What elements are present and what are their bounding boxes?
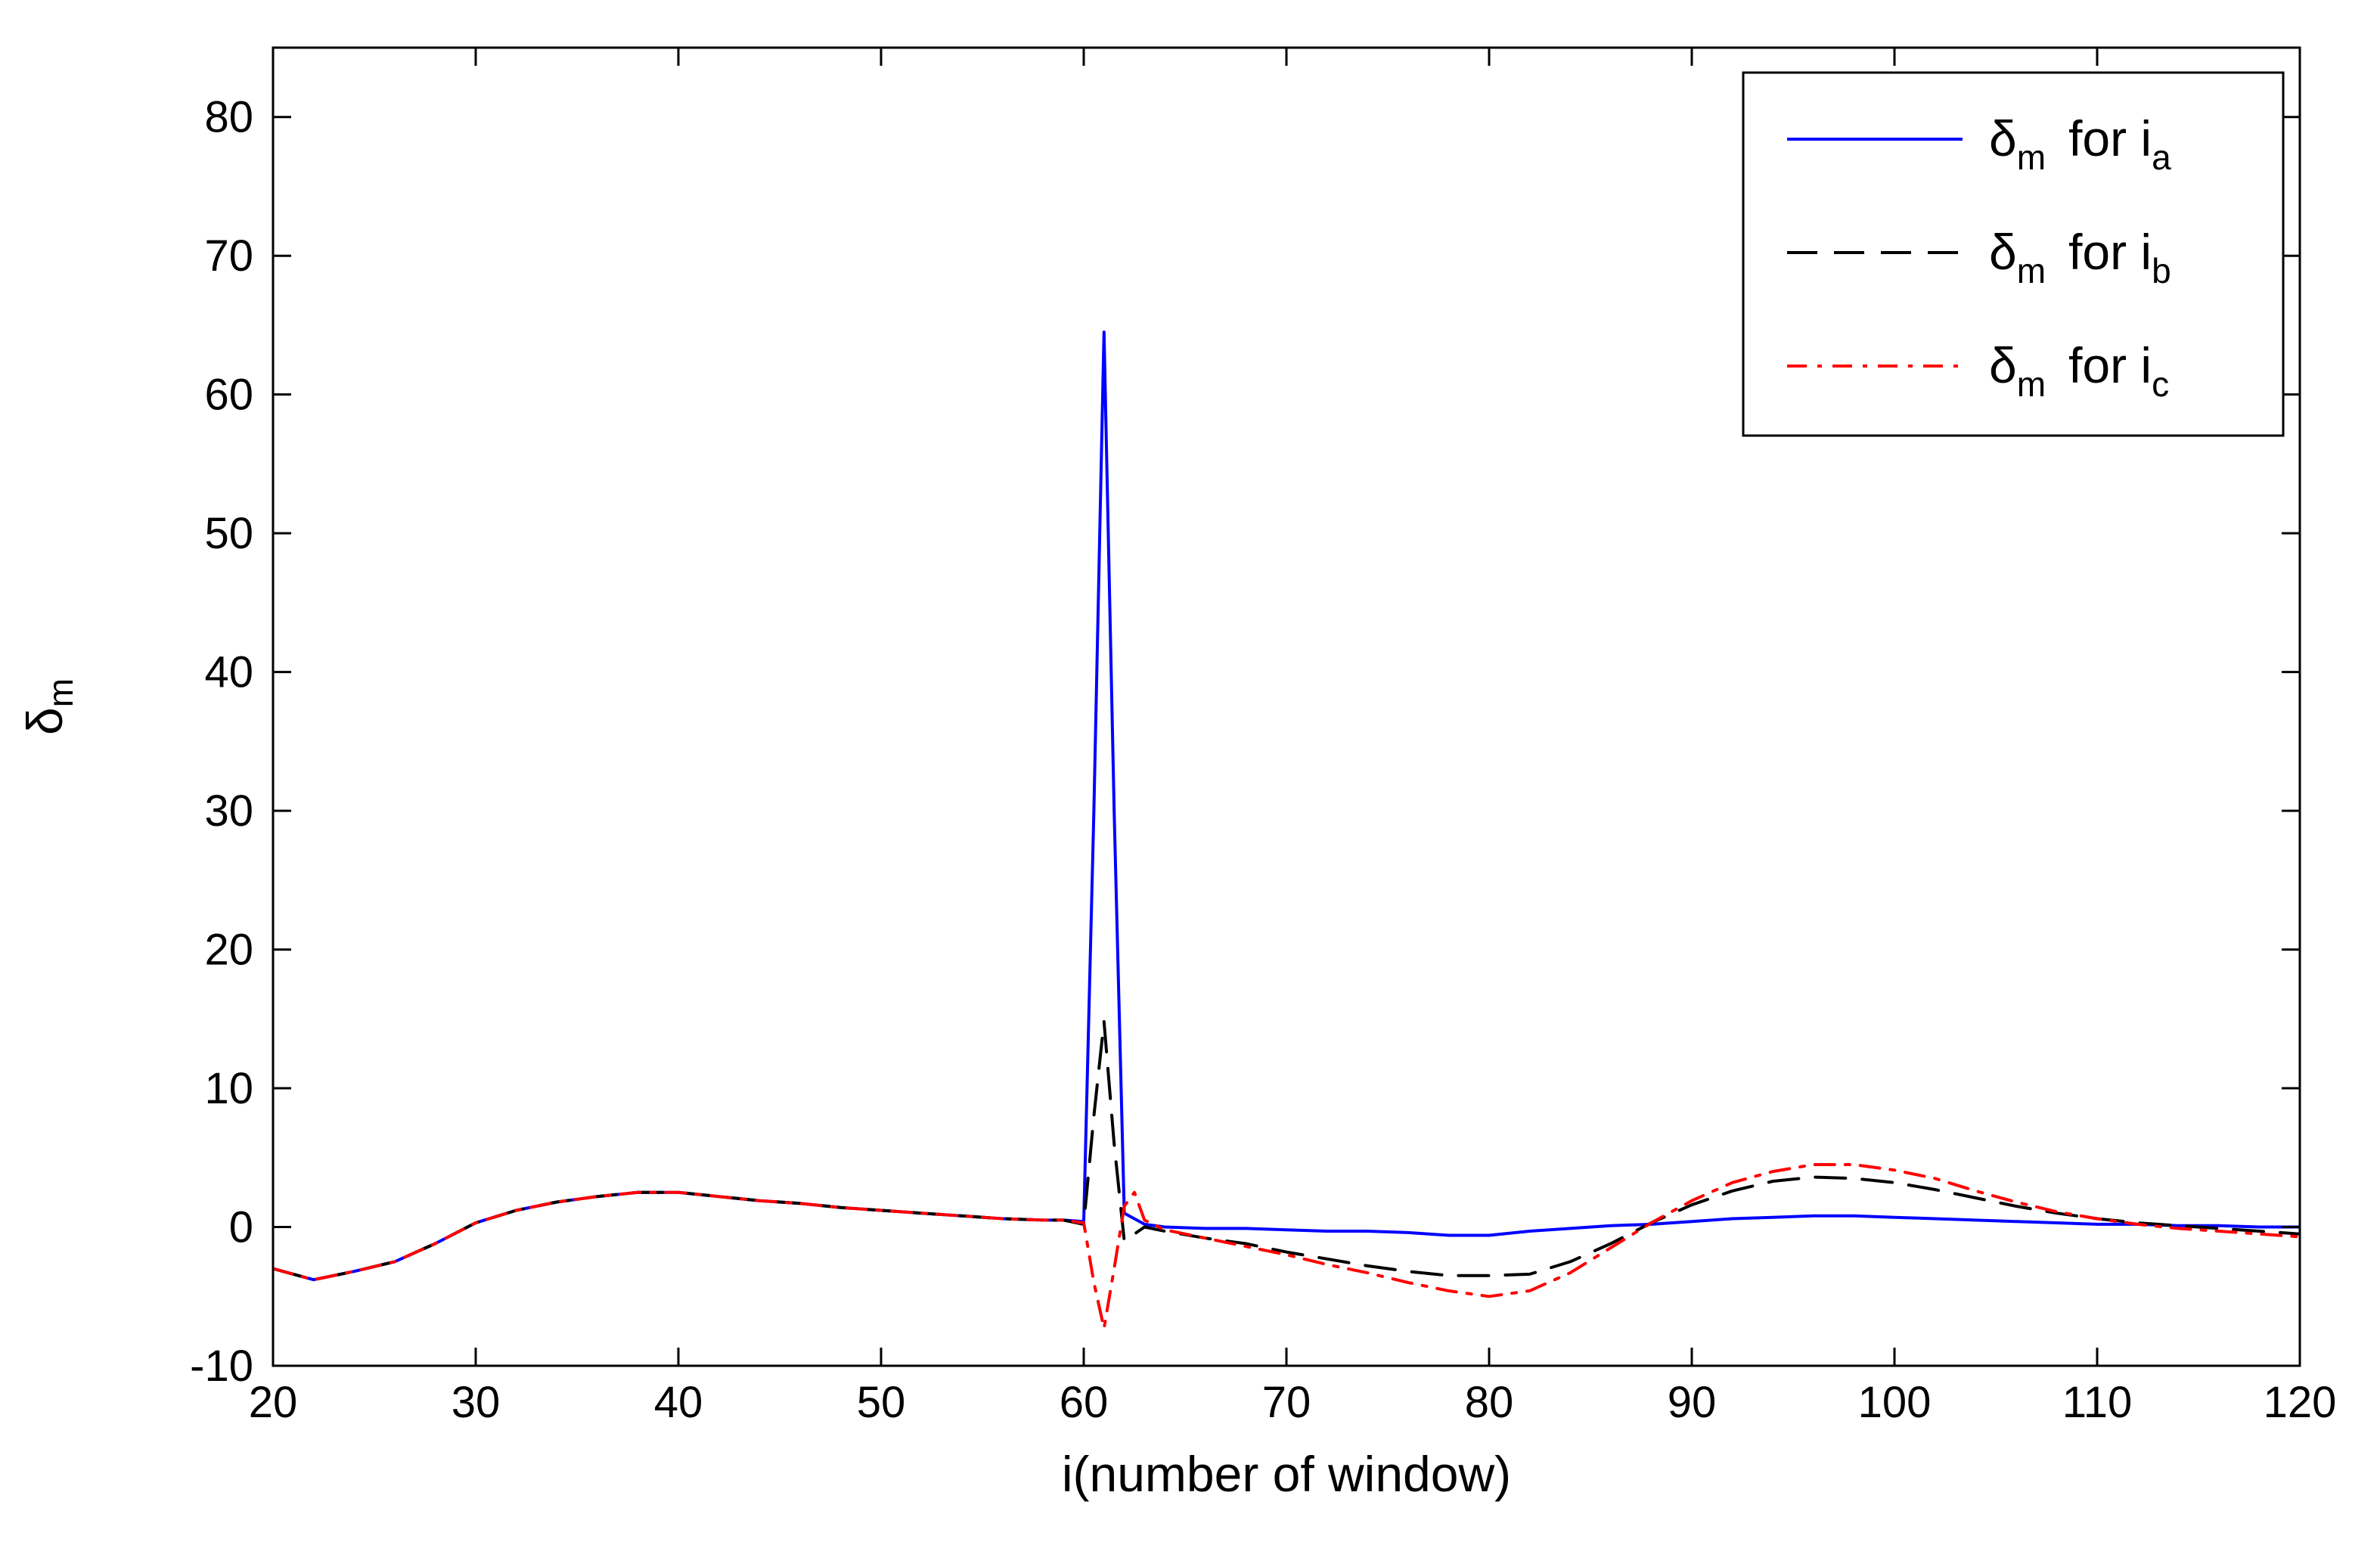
y-tick-label: 0 [229, 1203, 253, 1252]
series-line-b [273, 1020, 2300, 1282]
y-axis-title-symbol: δ [17, 707, 73, 735]
x-tick-label: 20 [249, 1378, 298, 1427]
legend-label: δm for ib [1989, 224, 2171, 290]
y-tick-label: 10 [204, 1064, 253, 1113]
legend-symbol-subscript: m [2017, 251, 2046, 290]
legend-text: for i [2068, 110, 2152, 166]
ticks-layer: 20 30 40 50 60 70 80 90 100 110 120 -10 0 10 20 30 40 50 6… [190, 48, 2336, 1427]
legend-symbol-subscript: m [2017, 138, 2046, 177]
series-line-c [273, 1163, 2300, 1330]
y-axis-title-subscript: m [41, 678, 80, 707]
y-axis-title: δm [17, 678, 80, 735]
x-tick-label: 60 [1060, 1378, 1109, 1427]
x-tick-label: 110 [2062, 1378, 2132, 1427]
legend-label: δm for ic [1989, 337, 2169, 404]
x-tick-label: 50 [857, 1378, 906, 1427]
legend-entry-c: δm for ic [1787, 337, 2169, 404]
y-tick-label: 20 [204, 926, 253, 975]
y-tick-label: 70 [204, 231, 253, 281]
y-tick-label: 40 [204, 648, 253, 697]
legend-text-subscript: b [2152, 251, 2171, 290]
legend-symbol: δ [1989, 224, 2017, 280]
x-axis-title: i(number of window) [1062, 1446, 1511, 1502]
y-tick-label: 80 [204, 93, 253, 142]
series-layer [273, 330, 2300, 1330]
legend-text: for i [2068, 337, 2152, 393]
x-tick-label: 120 [2264, 1378, 2337, 1427]
x-tick-label: 40 [654, 1378, 703, 1427]
y-tick-label: -10 [190, 1342, 253, 1391]
legend-symbol-subscript: m [2017, 365, 2046, 404]
plot-frame [272, 46, 2301, 1367]
x-tick-label: 100 [1858, 1378, 1932, 1427]
legend-box [1742, 71, 2285, 437]
y-tick-label: 60 [204, 371, 253, 420]
legend-symbol: δ [1989, 110, 2017, 166]
x-tick-label: 30 [451, 1378, 501, 1427]
legend-text-subscript: a [2152, 138, 2171, 177]
legend-symbol: δ [1989, 337, 2017, 393]
y-tick-label: 30 [204, 786, 253, 836]
x-tick-label: 80 [1465, 1378, 1514, 1427]
legend-text-subscript: c [2152, 365, 2169, 404]
y-tick-label: 50 [204, 509, 253, 558]
x-tick-label: 70 [1262, 1378, 1311, 1427]
x-tick-label: 90 [1668, 1378, 1717, 1427]
legend-label: δm for ia [1989, 110, 2171, 177]
series-line-a [273, 330, 2300, 1282]
legend-entry-b: δm for ib [1787, 224, 2171, 290]
legend-text: for i [2068, 224, 2152, 280]
legend-entry-a: δm for ia [1787, 110, 2171, 177]
